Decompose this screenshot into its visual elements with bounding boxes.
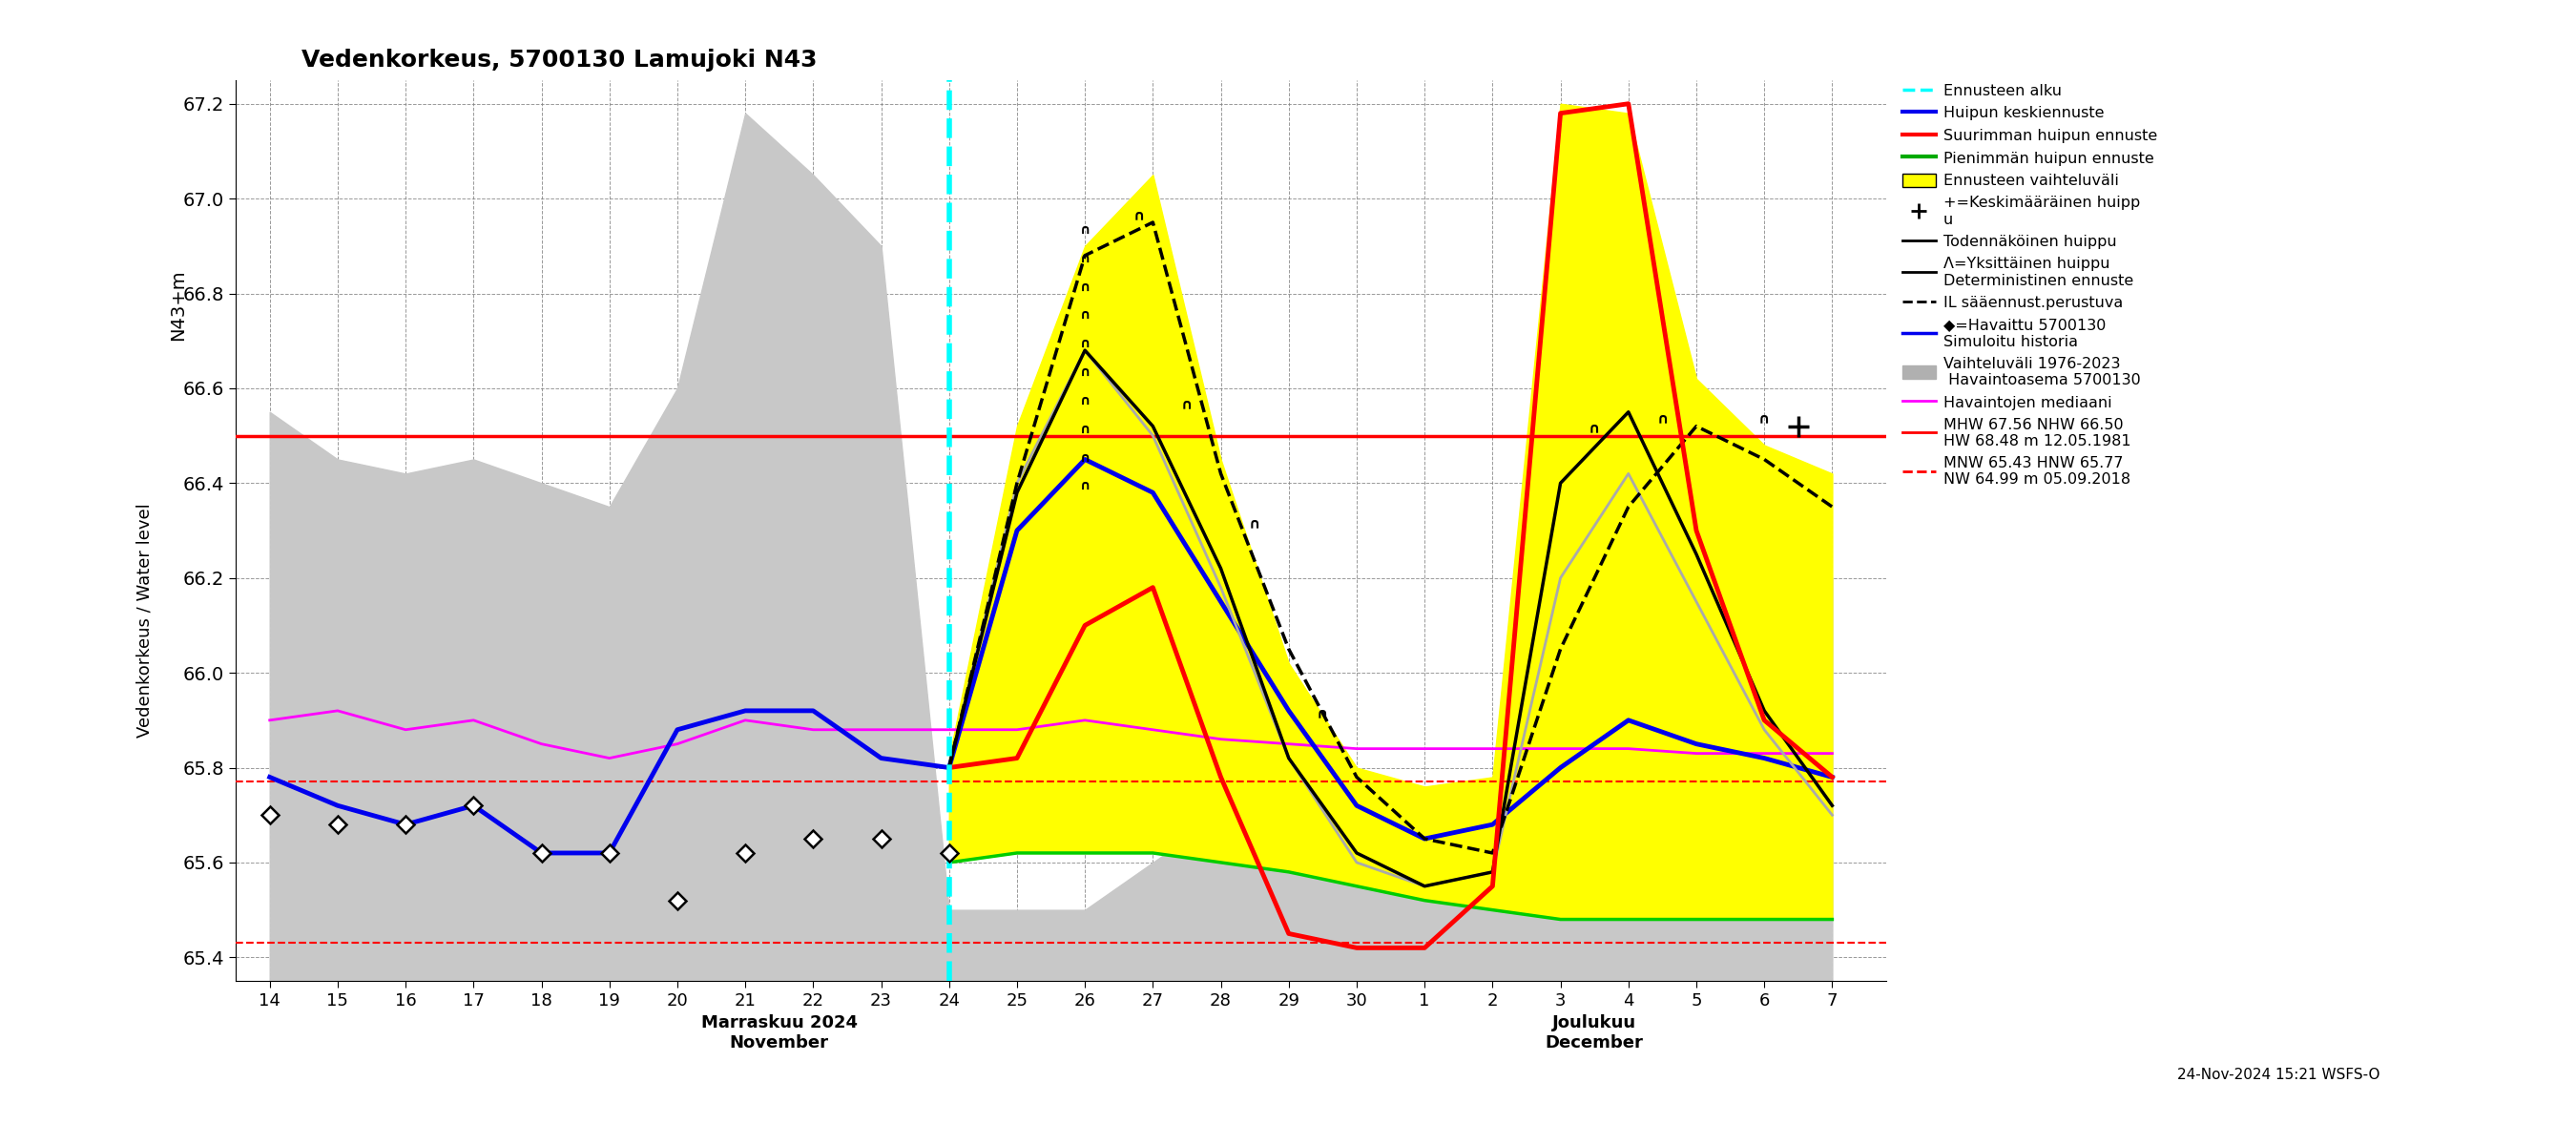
Text: ∩: ∩ [1133,208,1146,222]
Text: ∩: ∩ [1079,394,1090,408]
Text: 24-Nov-2024 15:21 WSFS-O: 24-Nov-2024 15:21 WSFS-O [2177,1067,2380,1082]
Text: ∩: ∩ [1249,516,1260,530]
Text: ∩: ∩ [1656,412,1669,426]
Text: Marraskuu 2024
November: Marraskuu 2024 November [701,1014,858,1051]
Text: ∩: ∩ [1079,252,1090,264]
Text: ∩: ∩ [1079,480,1090,492]
Text: ∩: ∩ [1316,706,1329,720]
Text: Joulukuu
December: Joulukuu December [1546,1014,1643,1051]
Text: ∩: ∩ [1079,308,1090,322]
Text: ∩: ∩ [1759,412,1770,426]
Text: ∩: ∩ [1079,451,1090,464]
Text: ∩: ∩ [1079,423,1090,436]
Text: Vedenkorkeus, 5700130 Lamujoki N43: Vedenkorkeus, 5700130 Lamujoki N43 [301,48,817,71]
Text: ∩: ∩ [1079,337,1090,350]
Text: ∩: ∩ [1079,365,1090,379]
Text: ∩: ∩ [1589,421,1600,436]
Text: ∩: ∩ [1079,223,1090,237]
Text: ∩: ∩ [1079,281,1090,293]
Legend: Ennusteen alku, Huipun keskiennuste, Suurimman huipun ennuste, Pienimmän huipun : Ennusteen alku, Huipun keskiennuste, Suu… [1899,79,2161,491]
Text: N43+m: N43+m [170,270,188,341]
Text: Vedenkorkeus / Water level: Vedenkorkeus / Water level [137,504,155,737]
Text: ∩: ∩ [1180,397,1193,412]
